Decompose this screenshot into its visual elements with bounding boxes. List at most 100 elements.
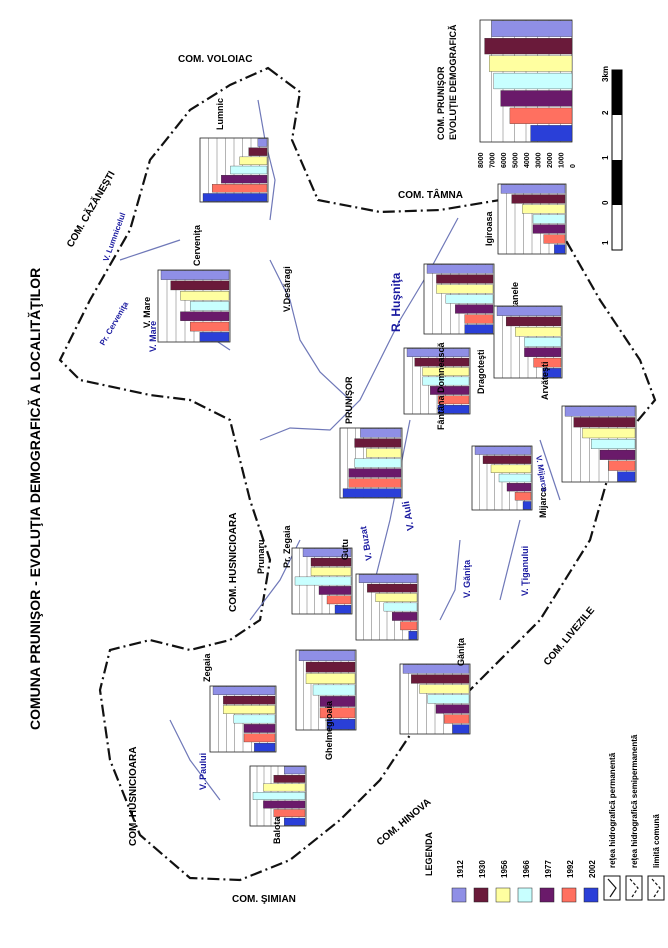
river-label: R. Huşniţa	[389, 272, 403, 332]
chart-bar	[427, 694, 470, 704]
scale-tick: 2	[601, 110, 610, 115]
chart-bar	[263, 783, 306, 792]
chart-bar	[522, 501, 532, 510]
settlement-label: Fântâna Domnească	[436, 341, 446, 430]
chart-bar	[426, 264, 494, 274]
big-chart-bar	[484, 38, 573, 55]
chart-bar	[444, 714, 470, 724]
neighbor-label: COM. LIVEZILE	[542, 605, 597, 668]
chart-bar	[302, 548, 352, 557]
chart-6: Dragoteşti	[476, 305, 563, 394]
chart-bar	[414, 357, 470, 367]
chart-bar	[310, 567, 352, 576]
chart-bar	[358, 574, 418, 583]
chart-bar	[202, 193, 268, 202]
chart-bar	[239, 156, 268, 165]
river-label: V. Auli	[401, 500, 417, 531]
legend-swatch	[561, 887, 577, 903]
chart-bar	[305, 673, 356, 684]
legend-symbol-label: reţea hidrografică permanentă	[608, 752, 617, 868]
river-label: V. Buzat	[358, 525, 374, 561]
settlement-label: PRUNIŞOR	[344, 376, 354, 424]
chart-bar	[354, 458, 402, 468]
chart-bar	[160, 270, 230, 280]
legend-symbol-label: limită comună	[652, 814, 661, 868]
chart-bar	[455, 304, 494, 314]
legend-swatch	[539, 887, 555, 903]
chart-bar	[212, 686, 276, 695]
chart-bar	[573, 417, 636, 428]
chart-bar	[532, 224, 566, 234]
chart-bar	[617, 471, 636, 482]
scale-tick: 1	[601, 240, 610, 245]
chart-bar	[257, 138, 268, 147]
river-paului	[169, 719, 221, 801]
settlement-label: Zegaia	[202, 652, 212, 682]
big-chart-tick: 1000	[559, 152, 566, 168]
big-chart-tick: 0	[570, 164, 577, 168]
chart-bar	[318, 586, 352, 595]
chart-8: Mijarca	[471, 445, 548, 518]
big-chart-tick: 3000	[536, 152, 543, 168]
river-label: V. Mare	[148, 321, 158, 352]
chart-bar	[511, 194, 566, 204]
chart-bar	[342, 488, 402, 498]
settlement-label: Băltanele	[510, 282, 520, 322]
chart-bar	[233, 714, 276, 724]
chart-bar	[490, 464, 532, 473]
chart-bar	[533, 357, 562, 368]
chart-bar	[437, 395, 470, 405]
neighbor-label: COM. HUSNICIOARA	[228, 513, 239, 612]
settlement-label: Mijarca	[538, 486, 548, 518]
chart-10: Gutu	[340, 539, 419, 641]
settlement-charts: Lumnic Cerveniţa PRUNIŞOR Igiroasa Băltanele…	[142, 98, 637, 844]
chart-bar	[223, 705, 276, 714]
river-desaragi	[269, 259, 351, 401]
chart-bar	[294, 576, 352, 586]
chart-bar	[348, 478, 402, 488]
chart-bar	[435, 704, 470, 714]
chart-bar	[375, 593, 418, 602]
chart-bar	[582, 428, 636, 439]
river-tiganului	[499, 519, 521, 601]
chart-bar	[422, 376, 470, 386]
big-chart-tick: 7000	[490, 152, 497, 168]
chart-bar	[180, 291, 230, 301]
legend-symbol-label: reţea hidrografică semipermanentă	[630, 734, 639, 868]
chart-bar	[310, 557, 352, 567]
legend-symbol-box	[625, 875, 643, 901]
chart-bar	[436, 274, 494, 284]
legend-swatch	[451, 887, 467, 903]
chart-bar	[402, 664, 470, 674]
big-chart-bar	[493, 72, 573, 90]
river-label: V.Desăragi	[282, 266, 292, 312]
chart-bar	[273, 775, 306, 783]
settlement-label: Lumnic	[215, 98, 225, 130]
chart-bar	[298, 650, 356, 661]
chart-bar	[464, 314, 494, 324]
chart-11: Găniţa	[399, 637, 471, 735]
big-chart-bar	[489, 55, 573, 72]
chart-bar	[284, 766, 306, 775]
chart-bar	[189, 321, 230, 332]
chart-bar	[366, 448, 402, 458]
legend-year: 1930	[478, 860, 487, 878]
legend-year: 1992	[566, 860, 575, 878]
legend-swatch	[473, 887, 489, 903]
chart-bar	[180, 311, 230, 321]
chart-bar	[505, 316, 562, 327]
river-lumnicel	[119, 239, 181, 261]
chart-bar	[524, 337, 562, 347]
legend-symbol-box	[603, 875, 621, 901]
chart-bar	[422, 367, 470, 376]
chart-bar	[524, 347, 562, 357]
scale-unit: 3km	[601, 66, 610, 82]
chart-bar	[400, 621, 418, 631]
chart-bar	[273, 809, 306, 817]
chart-7: Arvăteşti	[540, 361, 637, 483]
chart-bar	[542, 368, 562, 378]
legend-title: LEGENDA	[424, 831, 434, 876]
chart-bar	[254, 743, 276, 752]
neighbor-label: COM. VOLOIAC	[178, 54, 252, 65]
chart-bar	[543, 234, 566, 244]
